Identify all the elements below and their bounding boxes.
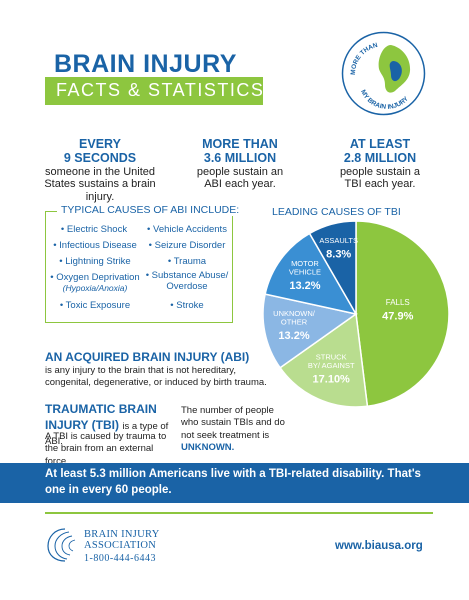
abi-heading: AN ACQUIRED BRAIN INJURY (ABI) bbox=[45, 350, 250, 364]
stat-every-9-seconds: EVERY 9 SECONDS someone in the United St… bbox=[36, 137, 164, 204]
banner-text: At least 5.3 million Americans live with… bbox=[45, 468, 421, 496]
footer-divider bbox=[45, 512, 433, 514]
pie-slice-value: 13.2% bbox=[289, 280, 320, 292]
pie-slice-struck-by-against bbox=[279, 312, 369, 408]
pie-slice-label: VEHICLE bbox=[289, 268, 321, 277]
stat-description: someone in the United States sustains a … bbox=[44, 165, 156, 204]
pie-slice-label: OTHER bbox=[281, 318, 308, 327]
pie-slice-assaults bbox=[308, 220, 357, 317]
cause-item: • Toxic Exposure bbox=[59, 300, 131, 311]
page-title: BRAIN INJURY bbox=[54, 50, 237, 78]
disability-banner: At least 5.3 million Americans live with… bbox=[0, 463, 469, 503]
chart-title: LEADING CAUSES OF TBI bbox=[272, 206, 401, 218]
abi-definition: is any injury to the brain that is not h… bbox=[45, 365, 267, 389]
tbi-heading: TRAUMATIC BRAIN INJURY (TBI) bbox=[45, 402, 157, 432]
cause-item: • Trauma bbox=[167, 256, 207, 267]
cause-item: • Lightning Strike bbox=[59, 256, 131, 267]
brain-injury-association-logo-icon bbox=[47, 528, 76, 562]
tbi-definition: A TBI is caused by trauma to the brain f… bbox=[45, 431, 167, 467]
unknown-treatment-text: The number of people who sustain TBIs an… bbox=[181, 405, 285, 441]
cause-item: • Infectious Disease bbox=[53, 240, 137, 251]
unknown-treatment-note: The number of people who sustain TBIs an… bbox=[181, 405, 289, 454]
pie-slice-falls bbox=[355, 220, 450, 408]
pie-slice-label: STRUCK bbox=[316, 353, 347, 362]
cause-item: • Electric Shock bbox=[60, 224, 128, 235]
website-link[interactable]: www.biausa.org bbox=[335, 540, 423, 552]
cause-item: • Vehicle Accidents bbox=[147, 224, 227, 235]
pie-slice-label: FALLS bbox=[386, 298, 410, 307]
cause-item-substance: • Substance Abuse/ Overdose bbox=[143, 270, 231, 293]
page-subtitle: FACTS & STATISTICS bbox=[45, 77, 263, 105]
association-name-line2: ASSOCIATION bbox=[84, 540, 157, 552]
stat-value: MORE THAN 3.6 MILLION bbox=[202, 137, 278, 166]
pie-slice-value: 17.10% bbox=[313, 374, 351, 386]
tbi-heading-block: TRAUMATIC BRAIN INJURY (TBI) is a type o… bbox=[45, 402, 185, 449]
stat-description: people sustain an ABI each year. bbox=[196, 165, 284, 191]
pie-slice-unknown-other bbox=[262, 293, 358, 369]
association-name: BRAIN INJURY ASSOCIATION bbox=[84, 529, 160, 551]
cause-item-oxygen: • Oxygen Deprivation (Hypoxia/Anoxia) bbox=[48, 272, 142, 294]
cause-item: • Stroke bbox=[170, 300, 204, 311]
pie-slice-motor-vehicle bbox=[264, 232, 358, 316]
more-than-my-brain-injury-logo: MORE THAN MY BRAIN INJURY bbox=[341, 31, 426, 116]
stat-value: EVERY 9 SECONDS bbox=[63, 137, 137, 166]
stat-abi-each-year: MORE THAN 3.6 MILLION people sustain an … bbox=[190, 137, 290, 191]
association-phone: 1-800-444-6443 bbox=[84, 553, 156, 564]
cause-note: (Hypoxia/Anoxia) bbox=[62, 283, 128, 294]
pie-slice-value: 8.3% bbox=[326, 249, 351, 261]
stat-tbi-each-year: AT LEAST 2.8 MILLION people sustain a TB… bbox=[330, 137, 430, 191]
association-name-line1: BRAIN INJURY bbox=[84, 529, 160, 540]
pie-slice-label: MOTOR bbox=[291, 259, 319, 268]
cause-label: • Oxygen Deprivation bbox=[50, 272, 140, 283]
stat-value: AT LEAST 2.8 MILLION bbox=[343, 137, 417, 166]
pie-slice-value: 13.2% bbox=[278, 330, 309, 342]
causes-title: TYPICAL CAUSES OF ABI INCLUDE: bbox=[57, 204, 244, 216]
tbi-inline-text: is a type of ABI. bbox=[45, 420, 169, 448]
stat-description: people sustain a TBI each year. bbox=[339, 165, 421, 191]
cause-label-cont: Overdose bbox=[166, 281, 208, 293]
pie-slice-label: ASSAULTS bbox=[319, 236, 358, 245]
pie-slice-label: BY/ AGAINST bbox=[308, 361, 355, 370]
cause-item: • Seizure Disorder bbox=[148, 240, 226, 251]
pie-slice-value: 47.9% bbox=[382, 311, 413, 323]
cause-label: • Substance Abuse/ bbox=[145, 270, 229, 281]
pie-slice-label: UNKNOWN/ bbox=[273, 309, 316, 318]
unknown-emphasis: UNKNOWN. bbox=[181, 442, 235, 454]
